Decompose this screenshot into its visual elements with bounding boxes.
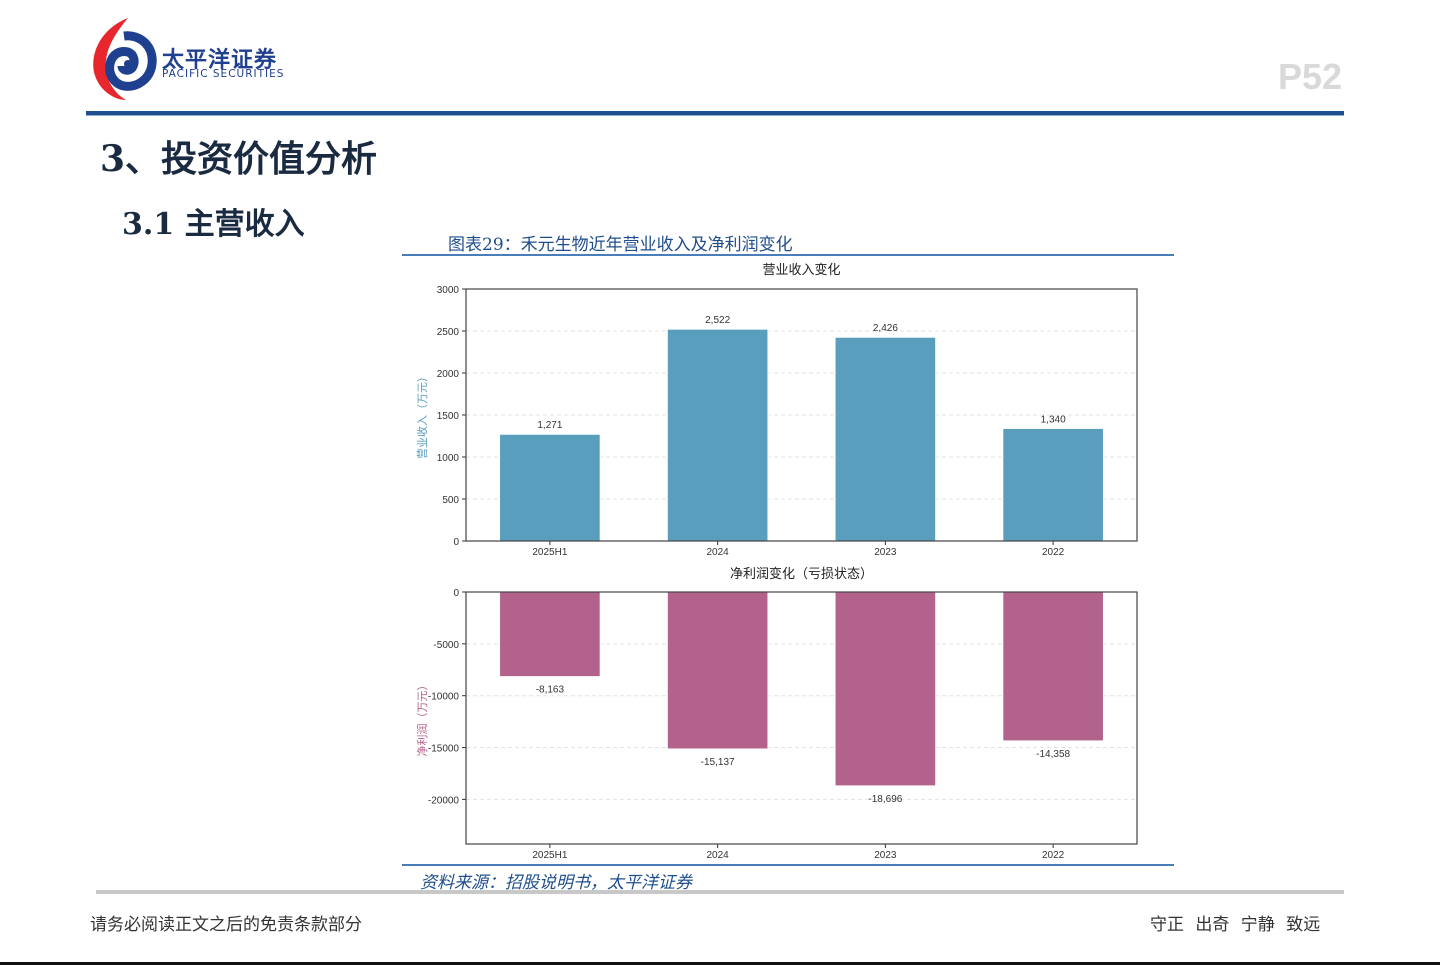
figure-title: 图表29：禾元生物近年营业收入及净利润变化 bbox=[448, 235, 793, 255]
revenue-profit-chart: 营业收入变化 0 500 1000 1500 2000 2500 3000 1,271 2025H… bbox=[415, 262, 1138, 861]
bar-value-label: -8,163 bbox=[536, 685, 565, 696]
bar bbox=[1002, 427, 1104, 542]
company-motto: 守正 出奇 宁静 致远 bbox=[1150, 915, 1321, 935]
bottom-bar bbox=[0, 962, 1440, 965]
bar bbox=[499, 433, 601, 542]
y-tick-label: 1500 bbox=[437, 411, 460, 422]
bar-value-label: 2,522 bbox=[705, 315, 730, 326]
bar-value-label: 1,271 bbox=[537, 420, 562, 431]
x-tick-label: 2023 bbox=[874, 547, 897, 558]
y-tick-label: 2500 bbox=[437, 327, 460, 338]
y-tick-label: 2000 bbox=[437, 369, 460, 380]
bar bbox=[1002, 591, 1104, 742]
chart-title: 营业收入变化 bbox=[762, 262, 840, 277]
y-tick-label: -15000 bbox=[428, 744, 460, 755]
logo-text-en: PACIFIC SECURITIES bbox=[162, 68, 285, 80]
bar bbox=[834, 336, 937, 542]
bar-value-label: -18,696 bbox=[868, 794, 902, 805]
page-number: P52 bbox=[1278, 56, 1343, 97]
x-tick-label: 2025H1 bbox=[532, 547, 567, 558]
figure-top-rule bbox=[402, 254, 1174, 256]
y-tick-label: -5000 bbox=[433, 640, 459, 651]
y-tick-label: 0 bbox=[453, 588, 459, 599]
y-tick-label: -20000 bbox=[428, 795, 460, 806]
plot-frame bbox=[465, 288, 1138, 542]
chart-title: 净利润变化（亏损状态） bbox=[730, 566, 873, 581]
bar bbox=[666, 328, 769, 542]
logo-text-cn: 太平洋证券 bbox=[162, 48, 278, 73]
x-tick-label: 2024 bbox=[707, 547, 730, 558]
bar bbox=[834, 591, 937, 787]
x-tick-label: 2023 bbox=[874, 850, 897, 861]
x-tick-label: 2022 bbox=[1042, 850, 1065, 861]
x-tick-label: 2024 bbox=[707, 850, 730, 861]
y-tick-label: 3000 bbox=[437, 285, 460, 296]
bar-value-label: 1,340 bbox=[1041, 414, 1066, 425]
subsection-title: 3.1 主营收入 bbox=[122, 207, 305, 242]
figure-bottom-rule bbox=[402, 864, 1174, 866]
bar-value-label: 2,426 bbox=[873, 323, 898, 334]
header-divider bbox=[86, 111, 1344, 116]
footer-divider bbox=[96, 890, 1344, 894]
pacific-securities-logo-icon bbox=[93, 18, 157, 100]
bar-value-label: -15,137 bbox=[701, 757, 735, 768]
bar-value-label: -14,358 bbox=[1036, 749, 1070, 760]
y-tick-label: -10000 bbox=[428, 692, 460, 703]
x-tick-label: 2022 bbox=[1042, 547, 1065, 558]
y-tick-label: 0 bbox=[453, 537, 459, 548]
bar bbox=[666, 591, 769, 750]
y-axis-label: 净利润（万元） bbox=[415, 680, 429, 757]
plot-frame bbox=[465, 591, 1138, 845]
y-axis-label: 营业收入（万元） bbox=[415, 371, 429, 459]
y-tick-label: 500 bbox=[442, 495, 459, 506]
figure-source: 资料来源：招股说明书，太平洋证券 bbox=[420, 873, 692, 893]
x-tick-label: 2025H1 bbox=[532, 850, 567, 861]
y-tick-label: 1000 bbox=[437, 453, 460, 464]
disclaimer-text: 请务必阅读正文之后的免责条款部分 bbox=[90, 915, 362, 935]
bar bbox=[499, 591, 601, 678]
section-title: 3、投资价值分析 bbox=[100, 138, 378, 180]
